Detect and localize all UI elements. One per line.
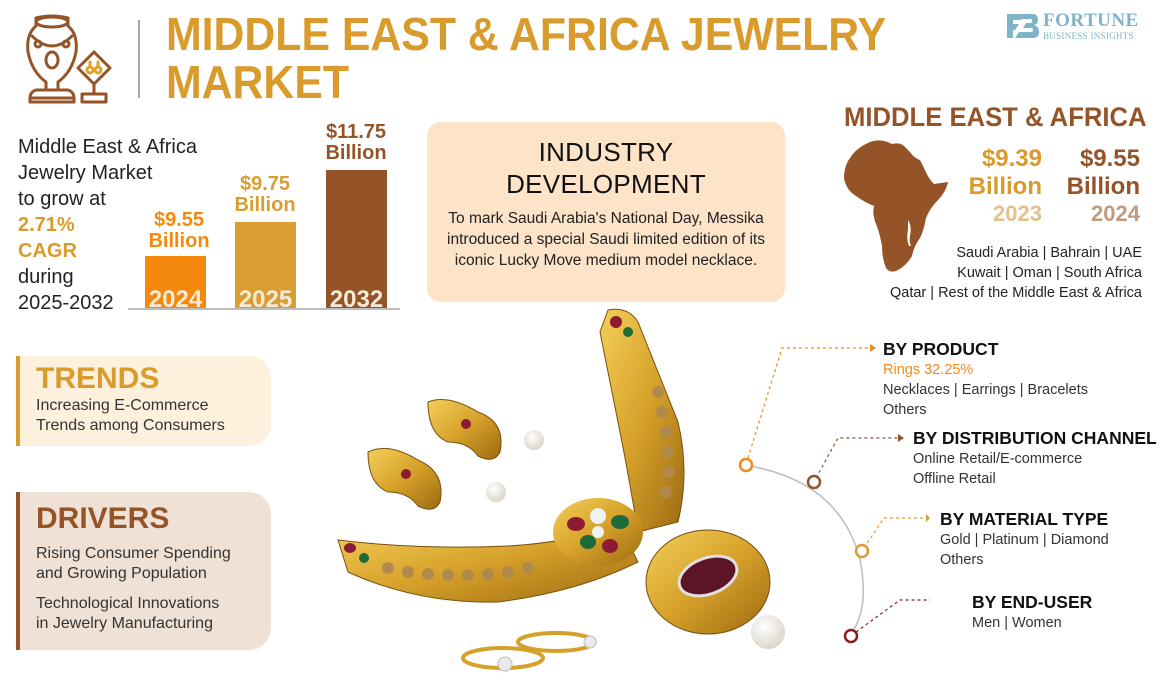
trends-title: TRENDS	[36, 362, 160, 395]
driver-1-line-2: and Growing Population	[36, 565, 207, 582]
drivers-card: DRIVERS Rising Consumer Spending and Gro…	[16, 492, 271, 650]
brand-subtitle: BUSINESS INSIGHTS	[1043, 31, 1134, 41]
growth-line-1: Middle East & Africa	[18, 136, 197, 158]
region-stat-2024: $9.55 Billion 2024	[1066, 145, 1140, 226]
country-line-2: Kuwait | Oman | South Africa	[957, 265, 1142, 281]
market-size-bar-chart: $9.55 Billion 2024 $9.75 Billion 2025 $11.…	[128, 118, 400, 313]
growth-line-3: to grow at	[18, 188, 106, 210]
title-line-2: MARKET	[166, 56, 349, 108]
bar-year-label: 2032	[329, 286, 384, 313]
segment-by-product: BY PRODUCT Rings 32.25% Necklaces | Earr…	[883, 338, 1088, 420]
trends-line-2: Trends among Consumers	[36, 417, 225, 434]
segment-line-1: Gold | Platinum | Diamond	[940, 532, 1109, 548]
bar-2024: 2024	[145, 256, 206, 313]
bar-label-2024: $9.55 Billion	[148, 209, 210, 252]
segment-title: BY PRODUCT	[883, 339, 999, 359]
country-line-3: Qatar | Rest of the Middle East & Africa	[890, 285, 1142, 301]
growth-line-2: Jewelry Market	[18, 162, 153, 184]
bar-2025: 2025	[235, 222, 296, 313]
segment-line-1: Necklaces | Earrings | Bracelets	[883, 382, 1088, 398]
drivers-title: DRIVERS	[36, 502, 170, 535]
country-list: Saudi Arabia | Bahrain | UAE Kuwait | Om…	[830, 243, 1142, 303]
driver-2-line-2: in Jewelry Manufacturing	[36, 615, 213, 632]
segment-line-2: Others	[883, 402, 927, 418]
industry-development-card: INDUSTRY DEVELOPMENT To mark Saudi Arabi…	[427, 122, 785, 302]
segment-by-distribution-channel: BY DISTRIBUTION CHANNEL Online Retail/E-…	[913, 427, 1157, 489]
drivers-accent-bar	[16, 492, 20, 650]
region-title: MIDDLE EAST & AFRICA	[844, 102, 1147, 132]
bar-label-2025: $9.75 Billion	[234, 173, 296, 216]
region-stat-2023: $9.39 Billion 2023	[968, 145, 1042, 226]
trends-card: TRENDS Increasing E-Commerce Trends amon…	[16, 356, 271, 446]
segment-line-2: Offline Retail	[913, 471, 996, 487]
bar-label-2032: $11.75 Billion	[325, 121, 387, 164]
cagr-label: CAGR	[18, 240, 77, 262]
segment-line-1: Online Retail/E-commerce	[913, 451, 1083, 467]
segment-by-end-user: BY END-USER Men | Women	[972, 591, 1092, 633]
chart-baseline	[128, 308, 400, 310]
segment-title: BY END-USER	[972, 592, 1093, 612]
country-line-1: Saudi Arabia | Bahrain | UAE	[956, 245, 1142, 261]
growth-summary: Middle East & Africa Jewelry Market to g…	[18, 134, 208, 316]
brand-logo[interactable]: FORTUNE BUSINESS INSIGHTS	[1005, 10, 1155, 42]
header-divider	[138, 20, 140, 98]
brand-name: FORTUNE	[1043, 10, 1139, 31]
segment-line-2: Others	[940, 552, 984, 568]
segment-connector-lines	[730, 330, 930, 660]
segment-line-1: Men | Women	[972, 615, 1062, 631]
jewelry-bust-icon	[14, 12, 114, 108]
africa-map-icon	[842, 138, 952, 280]
driver-2-line-1: Technological Innovations	[36, 595, 220, 612]
segment-highlight: Rings 32.25%	[883, 362, 974, 378]
segment-by-material-type: BY MATERIAL TYPE Gold | Platinum | Diamo…	[940, 508, 1109, 570]
segment-title: BY MATERIAL TYPE	[940, 509, 1109, 529]
page-title: MIDDLE EAST & AFRICA JEWELRY MARKET	[166, 10, 910, 106]
fortune-logo-icon	[1007, 14, 1039, 38]
bar-year-label: 2025	[238, 286, 293, 313]
title-line-1: MIDDLE EAST & AFRICA JEWELRY	[166, 8, 887, 60]
trends-line-1: Increasing E-Commerce	[36, 397, 209, 414]
industry-title: INDUSTRY DEVELOPMENT	[506, 137, 706, 199]
forecast-period: 2025-2032	[18, 292, 114, 314]
industry-body: To mark Saudi Arabia's National Day, Mes…	[447, 210, 765, 269]
bar-year-label: 2024	[148, 286, 203, 313]
segment-title: BY DISTRIBUTION CHANNEL	[913, 428, 1157, 448]
driver-1-line-1: Rising Consumer Spending	[36, 545, 231, 562]
jewelry-illustration	[328, 302, 798, 700]
cagr-value: 2.71%	[18, 214, 75, 236]
trends-accent-bar	[16, 356, 20, 446]
bar-2032: 2032	[326, 170, 387, 313]
growth-line-4: during	[18, 266, 74, 288]
